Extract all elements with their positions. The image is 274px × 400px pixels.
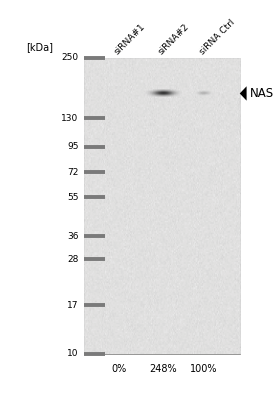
Text: 248%: 248% (149, 364, 177, 374)
Text: 36: 36 (67, 232, 79, 241)
Text: 28: 28 (67, 255, 79, 264)
Text: siRNA#2: siRNA#2 (157, 22, 191, 56)
Text: 0%: 0% (112, 364, 127, 374)
Text: [kDa]: [kDa] (26, 42, 53, 52)
Text: 130: 130 (61, 114, 79, 123)
Text: 95: 95 (67, 142, 79, 152)
Text: siRNA Ctrl: siRNA Ctrl (198, 18, 236, 56)
Text: 10: 10 (67, 350, 79, 358)
Text: siRNA#1: siRNA#1 (113, 22, 147, 56)
Text: 100%: 100% (190, 364, 218, 374)
Text: NASP: NASP (250, 87, 274, 100)
Text: 72: 72 (67, 168, 79, 177)
Text: 250: 250 (61, 54, 79, 62)
Bar (84, 58, 240, 354)
Text: 17: 17 (67, 301, 79, 310)
Text: 55: 55 (67, 193, 79, 202)
Polygon shape (240, 86, 247, 101)
